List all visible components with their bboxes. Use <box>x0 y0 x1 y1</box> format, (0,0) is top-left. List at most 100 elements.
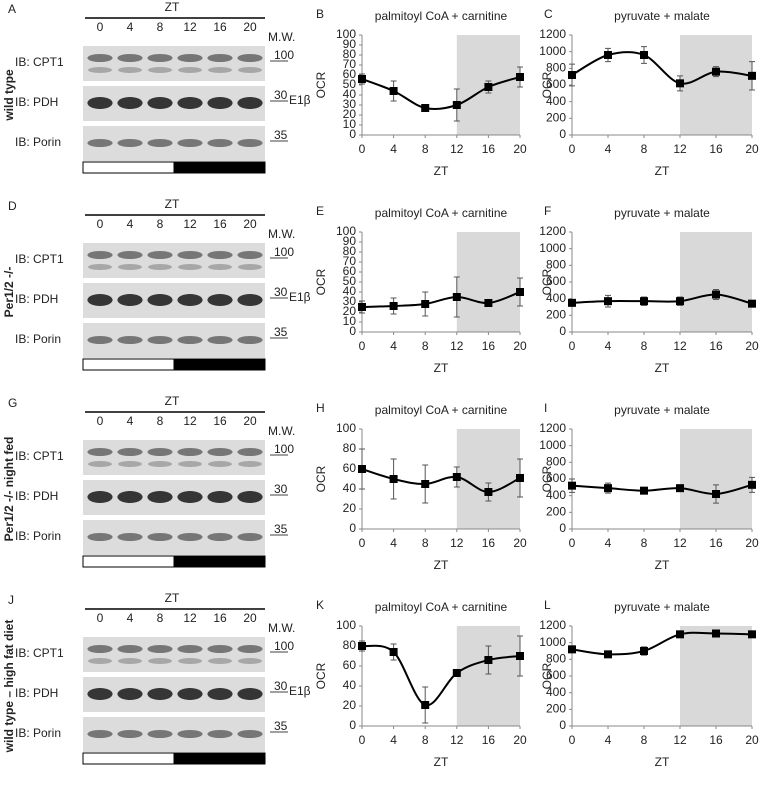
x-tick-label: 4 <box>605 733 612 747</box>
data-point <box>604 297 612 306</box>
blot-band <box>237 688 263 700</box>
lane-label: 16 <box>213 217 227 231</box>
mw-marker: 100 <box>274 48 294 62</box>
lane-label: 12 <box>183 217 197 231</box>
x-tick-label: 4 <box>390 339 397 353</box>
blot-strip <box>83 520 265 555</box>
y-tick-label: 800 <box>546 455 566 469</box>
blot-band <box>117 294 143 306</box>
blot-label: IB: CPT1 <box>15 252 64 266</box>
y-axis-label: OCR <box>540 71 554 98</box>
blot-band <box>237 448 263 456</box>
y-tick-label: 90 <box>343 234 357 248</box>
blot-band <box>147 294 173 306</box>
data-point <box>640 51 648 59</box>
lane-label: 4 <box>127 20 134 34</box>
shaded-region <box>680 232 752 332</box>
shaded-region <box>680 626 752 726</box>
x-axis-label: ZT <box>434 558 449 572</box>
blot-band <box>117 533 143 541</box>
blot-band <box>177 533 203 541</box>
blot-band <box>87 251 113 259</box>
y-tick-label: 40 <box>343 481 357 495</box>
blot-band <box>87 533 113 541</box>
blot-strip <box>83 86 265 121</box>
x-tick-label: 12 <box>450 339 464 353</box>
dark-bar <box>173 358 266 371</box>
blot-band <box>177 336 203 344</box>
data-point <box>389 87 398 95</box>
shaded-region <box>456 429 520 529</box>
blot-band <box>237 54 263 62</box>
blot-band <box>178 67 202 73</box>
x-tick-label: 12 <box>450 536 464 550</box>
y-tick-label: 70 <box>343 254 357 268</box>
y-tick-label: 200 <box>546 308 566 322</box>
y-tick-label: 90 <box>343 37 357 51</box>
lane-label: 0 <box>97 20 104 34</box>
mw-marker: 30 <box>274 285 288 299</box>
blot-label: IB: Porin <box>15 135 61 149</box>
y-tick-label: 30 <box>343 97 357 111</box>
blot-band <box>208 67 232 73</box>
y-axis-label: OCR <box>314 662 328 689</box>
lane-label: 12 <box>183 414 197 428</box>
data-point <box>676 630 684 639</box>
lane-label: 0 <box>97 414 104 428</box>
x-tick-label: 20 <box>513 536 527 550</box>
y-axis-label: OCR <box>540 465 554 492</box>
blot-band <box>237 97 263 109</box>
y-tick-label: 100 <box>336 27 356 41</box>
light-bar <box>82 555 175 568</box>
data-point <box>604 650 612 659</box>
blot-band <box>207 730 233 738</box>
y-tick-label: 60 <box>343 658 357 672</box>
data-point <box>748 299 756 308</box>
mw-label: M.W. <box>268 30 295 44</box>
y-tick-label: 400 <box>546 685 566 699</box>
lane-label: 16 <box>213 414 227 428</box>
data-point <box>604 51 612 59</box>
y-tick-label: 100 <box>336 421 356 435</box>
blot-band <box>147 336 173 344</box>
y-tick-label: 1200 <box>539 27 566 41</box>
blot-band <box>237 533 263 541</box>
blot-strip <box>83 717 265 752</box>
lane-label: 12 <box>183 611 197 625</box>
mw-label: M.W. <box>268 227 295 241</box>
data-point <box>640 486 648 495</box>
y-tick-label: 20 <box>343 501 357 515</box>
blot-band <box>207 251 233 259</box>
lane-label: 20 <box>243 611 257 625</box>
blot-label: IB: CPT1 <box>15 449 64 463</box>
chart-title: palmitoyl CoA + carnitine <box>375 206 508 220</box>
data-point <box>748 71 756 80</box>
x-tick-label: 4 <box>390 142 397 156</box>
x-tick-label: 0 <box>359 142 366 156</box>
data-point <box>484 299 493 307</box>
y-tick-label: 60 <box>343 67 357 81</box>
y-tick-label: 0 <box>559 718 566 732</box>
zt-label: ZT <box>165 197 180 211</box>
subunit-label: E1β <box>289 290 311 304</box>
blot-band <box>237 336 263 344</box>
blot-band <box>147 139 173 147</box>
blot-label: IB: Porin <box>15 726 61 740</box>
x-tick-label: 8 <box>641 142 648 156</box>
y-tick-label: 200 <box>546 702 566 716</box>
panel-letter: L <box>544 598 551 612</box>
x-axis-label: ZT <box>434 361 449 375</box>
panel-letter: H <box>316 401 325 415</box>
x-tick-label: 8 <box>422 733 429 747</box>
y-tick-label: 60 <box>343 264 357 278</box>
data-point <box>358 642 366 650</box>
x-axis-label: ZT <box>434 164 449 178</box>
data-point <box>712 67 720 76</box>
shaded-region <box>680 35 752 135</box>
blot-strip <box>83 283 265 318</box>
y-axis-label: OCR <box>314 465 328 492</box>
panel-letter: G <box>8 396 17 410</box>
x-tick-label: 8 <box>641 733 648 747</box>
data-point <box>640 297 648 306</box>
blot-band <box>208 264 232 270</box>
